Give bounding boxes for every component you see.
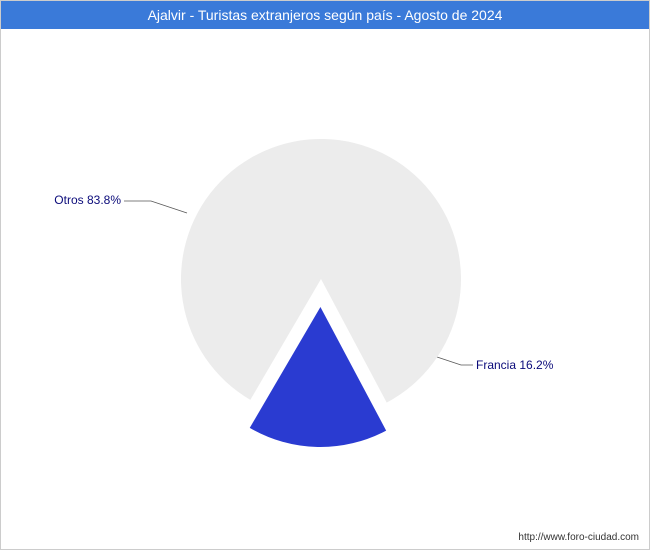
chart-container: Ajalvir - Turistas extranjeros según paí… bbox=[0, 0, 650, 550]
chart-title: Ajalvir - Turistas extranjeros según paí… bbox=[148, 7, 503, 23]
source-footer: http://www.foro-ciudad.com bbox=[518, 532, 639, 543]
pie-chart-svg: Francia 16.2% Otros 83.8% bbox=[1, 29, 650, 551]
leader-line-otros bbox=[124, 201, 187, 213]
pie-chart-area: Francia 16.2% Otros 83.8% bbox=[1, 29, 649, 549]
slice-label-francia: Francia 16.2% bbox=[476, 358, 554, 372]
chart-title-bar: Ajalvir - Turistas extranjeros según paí… bbox=[1, 1, 649, 29]
slice-label-otros: Otros 83.8% bbox=[54, 193, 121, 207]
